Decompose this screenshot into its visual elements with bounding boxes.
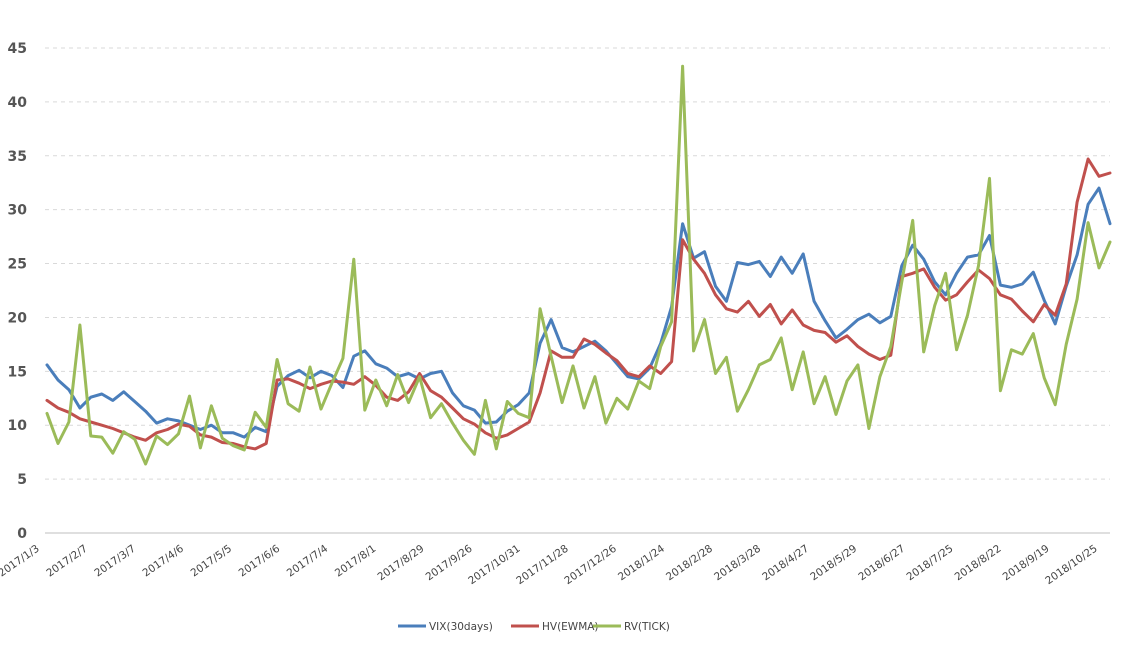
y-tick-label: 30 [8,203,28,219]
x-tick-label: 2017/8/29 [375,543,426,584]
series-line-2 [45,157,1112,451]
y-tick-label: 45 [8,41,27,57]
x-tick-label: 2017/6/6 [237,542,283,579]
x-tick-label: 2017/7/4 [285,542,331,579]
x-tick-label: 2017/5/5 [189,543,235,580]
x-tick-label: 2018/4/27 [760,543,811,584]
x-tick-label: 2017/8/1 [333,543,379,580]
x-tick-label: 2018/7/25 [904,543,955,584]
x-tick-label: 2017/4/6 [140,542,186,579]
y-tick-label: 20 [8,310,28,326]
legend-entry-label: HV(EWMA) [542,621,599,633]
x-tick-label: 2018/10/25 [1043,543,1099,588]
y-tick-label: 25 [8,257,27,273]
y-tick-label: 35 [8,149,27,165]
x-tick-label: 2017/11/28 [514,543,570,588]
x-tick-label: 2018/3/28 [712,543,763,584]
x-tick-label: 2018/5/29 [808,543,859,584]
x-axis-ticks: 2017/1/3 2017/2/7 2017/3/7 2017/4/6 2017/5/5… [0,542,1100,587]
y-tick-label: 40 [8,95,28,111]
x-tick-label: 2017/12/26 [562,542,619,587]
x-tick-label: 2018/2/28 [664,543,715,584]
series-line-3 [45,64,1112,466]
series-lines [45,64,1112,466]
y-tick-label: 5 [17,472,27,488]
x-tick-label: 2017/2/7 [44,543,90,580]
y-tick-label: 10 [8,418,28,434]
y-tick-label: 15 [8,364,27,380]
x-tick-label: 2017/1/3 [0,543,42,580]
y-tick-label: 0 [17,526,27,542]
legend-entry-label: VIX(30days) [429,621,493,633]
x-tick-label: 2018/8/22 [953,543,1004,584]
y-axis-ticks: 0 5 10 15 20 25 30 35 40 45 [8,41,28,542]
x-tick-label: 2017/3/7 [92,543,138,580]
x-tick-label: 2017/10/31 [466,543,522,588]
legend: VIX(30days) HV(EWMA) RV(TICK) [398,621,670,633]
gridlines [45,47,1110,534]
x-tick-label: 2018/1/24 [616,542,667,583]
legend-entry-label: RV(TICK) [624,621,670,633]
x-tick-label: 2018/6/27 [856,543,907,584]
